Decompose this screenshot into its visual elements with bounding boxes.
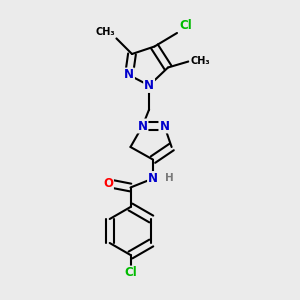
Text: N: N xyxy=(144,79,154,92)
Text: Cl: Cl xyxy=(124,266,137,280)
Text: O: O xyxy=(103,177,113,190)
Text: H: H xyxy=(165,172,174,183)
Text: N: N xyxy=(159,119,170,133)
Text: N: N xyxy=(148,172,158,185)
Text: CH₃: CH₃ xyxy=(190,56,210,67)
Text: N: N xyxy=(124,68,134,82)
Text: Cl: Cl xyxy=(179,19,192,32)
Text: CH₃: CH₃ xyxy=(95,27,115,37)
Text: N: N xyxy=(137,119,148,133)
